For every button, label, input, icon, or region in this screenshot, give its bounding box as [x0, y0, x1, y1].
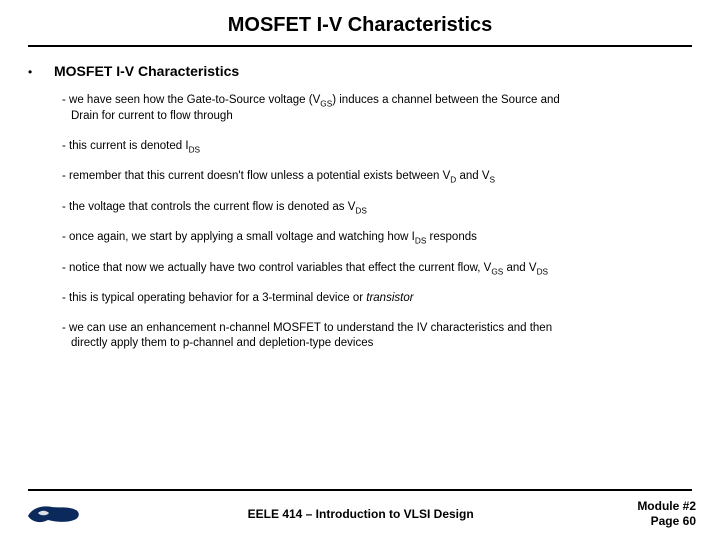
list-item: - once again, we start by applying a sma…	[62, 230, 692, 246]
slide: MOSFET I-V Characteristics • MOSFET I-V …	[0, 0, 720, 540]
subscript: GS	[320, 99, 332, 108]
page-title: MOSFET I-V Characteristics	[24, 14, 696, 45]
item-text: - the voltage that controls the current …	[62, 201, 355, 213]
item-text: - this is typical operating behavior for…	[62, 292, 366, 304]
item-text: - once again, we start by applying a sma…	[62, 231, 415, 243]
subscript: DS	[189, 145, 200, 154]
footer-page: Page 60	[637, 514, 696, 529]
list-item: - this current is denoted IDS	[62, 139, 692, 155]
section-heading: MOSFET I-V Characteristics	[54, 63, 239, 79]
subscript: S	[490, 176, 496, 185]
item-text: - we have seen how the Gate-to-Source vo…	[62, 94, 320, 106]
item-text: responds	[426, 231, 477, 243]
footer-course: EELE 414 – Introduction to VLSI Design	[84, 507, 637, 521]
list-item: - the voltage that controls the current …	[62, 200, 692, 216]
list-item: - we have seen how the Gate-to-Source vo…	[62, 93, 692, 125]
item-text: and V	[503, 262, 536, 274]
subscript: DS	[415, 237, 426, 246]
footer-row: EELE 414 – Introduction to VLSI Design M…	[24, 499, 696, 529]
footer-module: Module #2	[637, 499, 696, 514]
item-continuation: directly apply them to p-channel and dep…	[62, 336, 682, 352]
list-item: - notice that now we actually have two c…	[62, 261, 692, 277]
section-heading-row: • MOSFET I-V Characteristics	[28, 63, 692, 79]
italic-text: transistor	[366, 292, 413, 304]
footer-divider	[28, 489, 692, 491]
item-text: - we can use an enhancement n-channel MO…	[62, 322, 552, 334]
title-divider	[28, 45, 692, 47]
university-logo	[24, 501, 84, 527]
item-continuation: Drain for current to flow through	[62, 109, 682, 125]
item-text: - notice that now we actually have two c…	[62, 262, 491, 274]
subscript: GS	[491, 267, 503, 276]
bullet-marker: •	[28, 63, 54, 79]
content-area: • MOSFET I-V Characteristics - we have s…	[24, 63, 696, 540]
item-text: - remember that this current doesn't flo…	[62, 170, 450, 182]
list-item: - remember that this current doesn't flo…	[62, 169, 692, 185]
item-text: and V	[456, 170, 489, 182]
footer: EELE 414 – Introduction to VLSI Design M…	[0, 489, 720, 529]
list-item: - this is typical operating behavior for…	[62, 291, 692, 307]
subscript: DS	[355, 206, 366, 215]
bobcat-logo-icon	[26, 502, 82, 526]
item-text: ) induces a channel between the Source a…	[332, 94, 560, 106]
item-text: - this current is denoted I	[62, 140, 189, 152]
subscript: DS	[537, 267, 548, 276]
footer-page-info: Module #2 Page 60	[637, 499, 696, 529]
list-item: - we can use an enhancement n-channel MO…	[62, 321, 692, 352]
